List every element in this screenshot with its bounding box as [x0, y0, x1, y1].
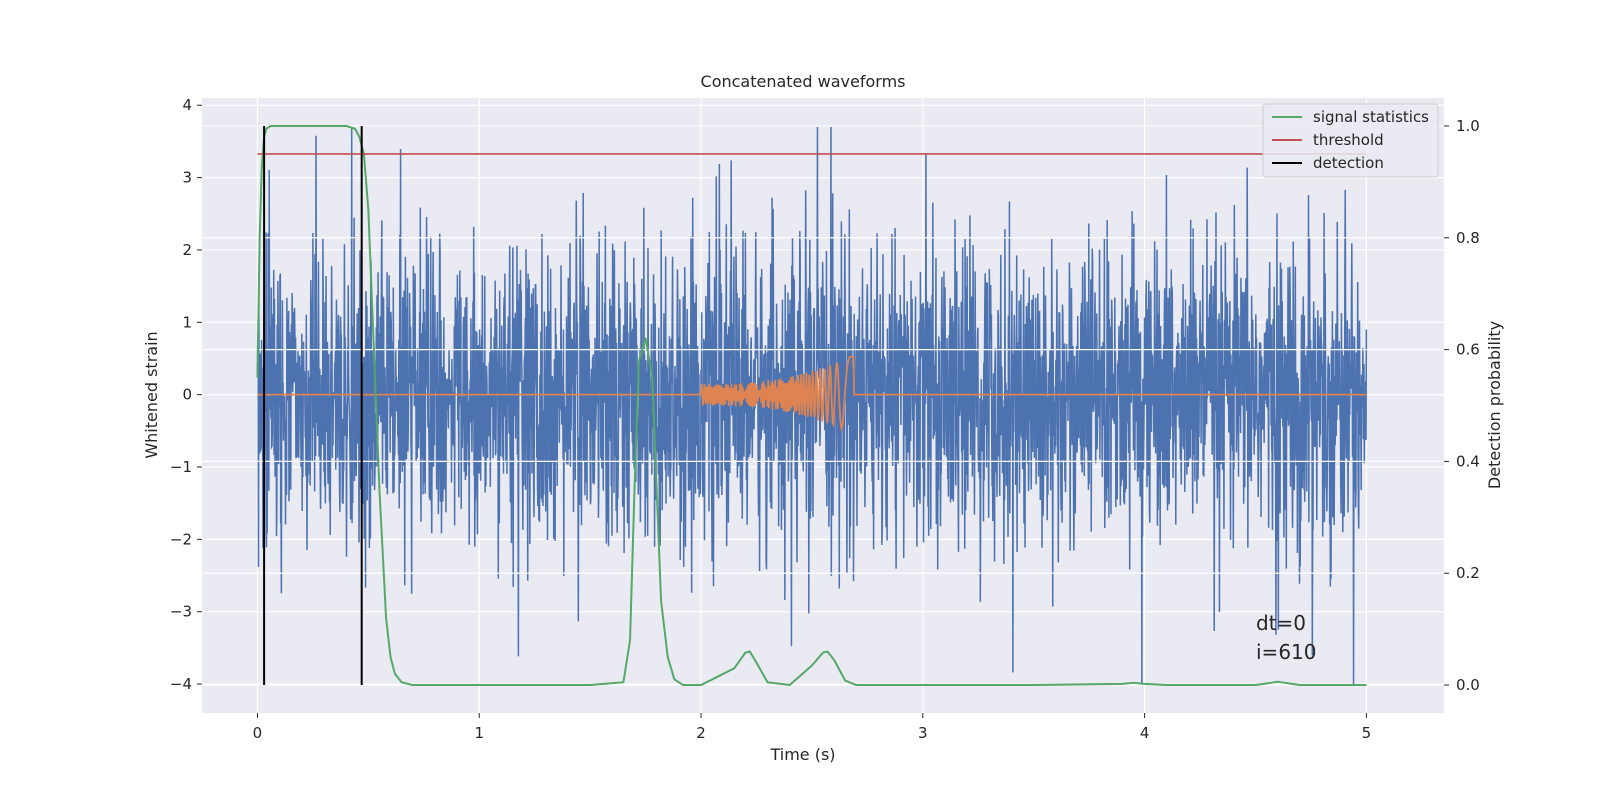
- annotations: dt=0 i=610: [1256, 611, 1317, 664]
- right-y-axis-label: Detection probability: [1485, 321, 1504, 489]
- y-tick-label: 2: [182, 241, 192, 259]
- x-tick-label: 0: [253, 724, 263, 742]
- annotation-index: i=610: [1256, 640, 1317, 664]
- y-tick-label: −3: [170, 603, 192, 621]
- y-tick-label: −2: [170, 530, 192, 548]
- chart-title: Concatenated waveforms: [701, 72, 906, 91]
- legend-box: [1262, 103, 1439, 178]
- x-tick-label: 5: [1362, 724, 1372, 742]
- x-axis-label: Time (s): [769, 745, 835, 764]
- y-tick-label: −4: [170, 675, 192, 693]
- y2-tick-label: 0.4: [1456, 452, 1480, 470]
- y2-tick-label: 0.2: [1456, 564, 1480, 582]
- legend: signal statistics threshold detection: [1262, 103, 1439, 178]
- x-tick-label: 2: [696, 724, 706, 742]
- x-tick-label: 4: [1140, 724, 1150, 742]
- x-tick-label: 1: [474, 724, 484, 742]
- y2-tick-label: 0.6: [1456, 341, 1480, 359]
- y-tick-label: 4: [182, 96, 192, 114]
- y-tick-label: 3: [182, 169, 192, 187]
- injected-waveform-series: [257, 355, 1367, 432]
- y-axis-label: Whitened strain: [142, 331, 161, 458]
- injected-waveform-line: [257, 355, 1367, 432]
- y2-tick-label: 0.8: [1456, 229, 1480, 247]
- y-axis-ticks: −4 −3 −2 −1 0 1 2 3 4: [170, 96, 202, 693]
- y-tick-label: 1: [182, 313, 192, 331]
- legend-label-signal-statistics: signal statistics: [1313, 108, 1429, 126]
- x-axis-ticks: 0 1 2 3 4 5: [253, 713, 1371, 742]
- y-tick-label: 0: [182, 386, 192, 404]
- y2-tick-label: 1.0: [1456, 117, 1480, 135]
- annotation-dt: dt=0: [1256, 611, 1306, 635]
- y-tick-label: −1: [170, 458, 192, 476]
- legend-label-detection: detection: [1313, 154, 1384, 172]
- x-tick-label: 3: [918, 724, 928, 742]
- signal-statistics-line: [256, 124, 1367, 687]
- y2-tick-label: 0.0: [1456, 676, 1480, 694]
- right-y-axis-ticks: 0.0 0.2 0.4 0.6 0.8 1.0: [1444, 117, 1480, 694]
- probability-series: [256, 124, 1367, 687]
- legend-label-threshold: threshold: [1313, 131, 1384, 149]
